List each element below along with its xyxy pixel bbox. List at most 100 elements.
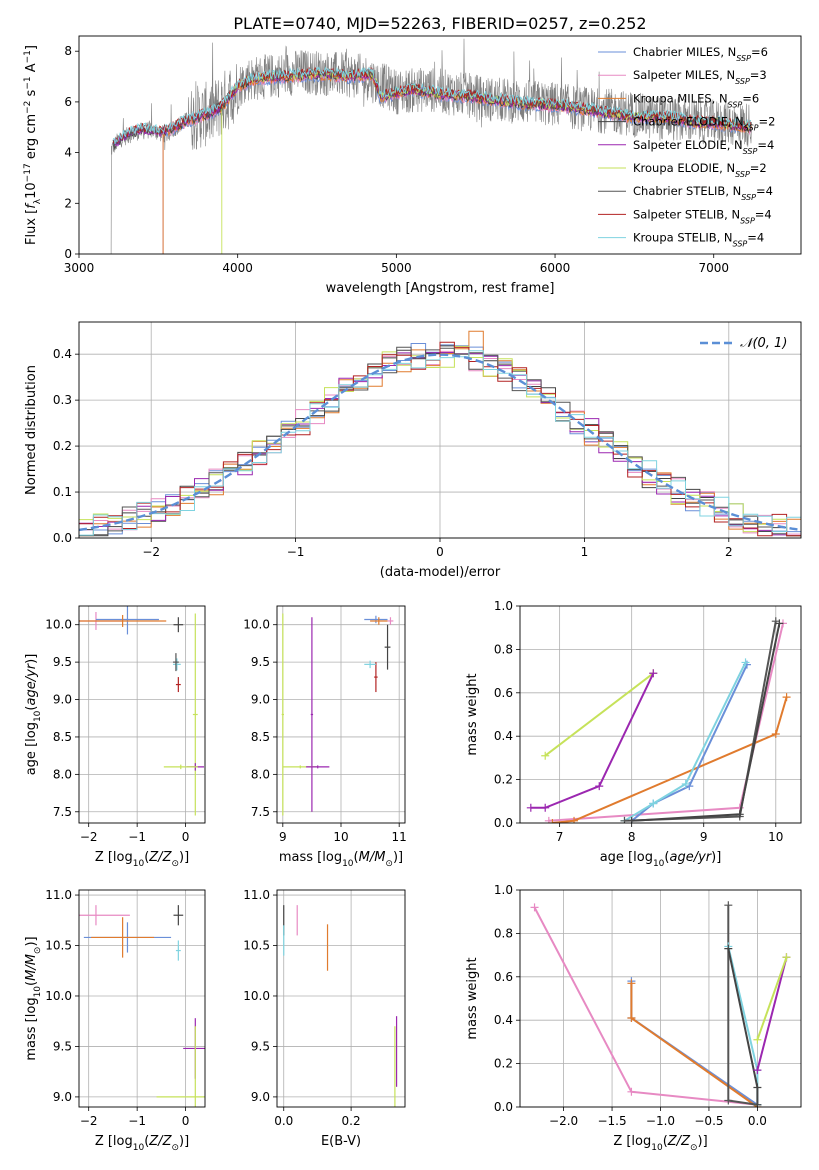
y-tick-label: 0.8 (494, 642, 513, 656)
weight-series-line (623, 661, 747, 822)
y-tick-label: 9.0 (53, 1090, 72, 1104)
weight-point-marker (541, 803, 550, 812)
weight-point-marker (627, 1014, 636, 1023)
x-axis-label: Z [log10(Z/Z⊙)] (95, 1134, 189, 1153)
y-tick-label: 9.0 (251, 1090, 270, 1104)
x-tick-label: −1 (128, 1114, 146, 1128)
x-tick-label: 9 (279, 830, 287, 844)
x-tick-label: 7 (556, 830, 564, 844)
legend-entry: Chabrier ELODIE, NSSP=2 (633, 115, 775, 133)
legend-entry: Kroupa STELIB, NSSP=4 (633, 231, 764, 249)
y-tick-label: 0.0 (494, 816, 513, 830)
weight-point-marker (735, 810, 744, 819)
x-axis-label: E(B-V) (321, 1134, 361, 1149)
spectrum-chart: 3000 4000 5000 6000 7000 0 2 4 6 8 wavelength [Ang… (23, 35, 802, 296)
y-tick-label: 4 (64, 146, 72, 160)
weight-point-marker (753, 1066, 762, 1075)
normal-curve (79, 353, 799, 532)
legend-entry: Chabrier STELIB, NSSP=4 (633, 184, 773, 202)
x-tick-label: 8 (628, 830, 636, 844)
y-tick-label: 0.2 (53, 439, 72, 453)
y-tick-label: 0.0 (53, 531, 72, 545)
axes-frame (78, 889, 206, 1108)
axes-frame (78, 605, 206, 824)
weight-series-line (530, 672, 655, 809)
weight-series-line (533, 906, 758, 1106)
y-tick-label: 8.0 (53, 767, 72, 781)
legend-entry: Salpeter ELODIE, NSSP=4 (633, 138, 774, 156)
y-tick-label: 11.0 (45, 888, 72, 902)
x-tick-label: 3000 (64, 261, 95, 275)
weight-point-marker (753, 1083, 762, 1092)
x-tick-label: 5000 (381, 261, 412, 275)
axes-frame (78, 35, 802, 255)
weight-point-marker (753, 1035, 762, 1044)
age_vs_mass-chart: 9 10 11 7.5 8.0 8.5 9.0 9.5 10.0 mass [log10(M/M⊙… (243, 605, 407, 869)
x-tick-label: −2.0 (549, 1114, 578, 1128)
weight-series-line (631, 664, 748, 822)
legend-entry: Salpeter MILES, NSSP=3 (633, 68, 767, 86)
weight-point-marker (544, 816, 553, 823)
x-tick-label: 10 (333, 830, 348, 844)
mass_vs_z-chart: −2 −1 0 9.0 9.5 10.0 10.5 11.0 Z [log10(Z/Z⊙)] ma… (24, 888, 206, 1153)
weight_vs_age-chart: 7 8 9 10 0.0 0.2 0.4 0.6 0.8 1.0 age [log10(age/yr… (465, 599, 802, 869)
y-tick-label: 8 (64, 44, 72, 58)
axes-frame (276, 889, 406, 1108)
residual-histogram (79, 341, 801, 537)
x-axis-label: Z [log10(Z/Z⊙)] (95, 850, 189, 869)
y-tick-label: 0.6 (494, 686, 513, 700)
weight-point-marker (620, 816, 629, 823)
y-axis-label: age [log10(age/yr)] (24, 654, 43, 776)
x-tick-label: 4000 (222, 261, 253, 275)
legend-entry: Salpeter STELIB, NSSP=4 (633, 207, 772, 225)
y-tick-label: 10.0 (243, 989, 270, 1003)
weight-series-line (756, 957, 788, 1071)
y-tick-label: 0.6 (494, 970, 513, 984)
y-tick-label: 8.0 (251, 767, 270, 781)
weight-series-line (727, 948, 759, 1105)
x-tick-label: 2 (725, 545, 733, 559)
weight-point-marker (627, 979, 636, 988)
x-tick-label: −2 (142, 545, 160, 559)
age_vs_z-chart: −2 −1 0 7.5 8.0 8.5 9.0 9.5 10.0 Z [log10(Z/Z⊙)] a… (24, 605, 206, 869)
x-tick-label: 11 (392, 830, 407, 844)
y-axis-label: Normed distribution (24, 365, 39, 495)
axes-frame (78, 321, 802, 539)
residuals-chart: −2 −1 0 1 2 0.0 0.1 0.2 0.3 0.4 (data-model)/error… (24, 321, 802, 580)
x-tick-label: 10 (768, 830, 783, 844)
axes-frame (519, 605, 802, 824)
page-title: PLATE=0740, MJD=52263, FIBERID=0257, z=0… (233, 14, 646, 33)
weight-point-marker (724, 944, 733, 953)
y-tick-label: 0.4 (494, 729, 513, 743)
axes-frame (519, 889, 802, 1108)
y-tick-label: 1.0 (494, 883, 513, 897)
y-tick-label: 6 (64, 95, 72, 109)
weight-point-marker (681, 779, 690, 788)
weight-point-marker (724, 901, 733, 910)
x-axis-label: wavelength [Angstrom, rest frame] (326, 281, 555, 296)
mass_vs_ebv-chart: 0.0 0.2 9.0 9.5 10.0 10.5 11.0 E(B-V) (243, 888, 406, 1149)
y-tick-label: 10.0 (243, 618, 270, 632)
y-tick-label: 0.4 (494, 1013, 513, 1027)
weight-series-line (756, 956, 788, 1041)
y-tick-label: 8.5 (251, 730, 270, 744)
model-spectrum-line (112, 66, 752, 144)
x-tick-label: −1.0 (646, 1114, 675, 1128)
x-tick-label: 6000 (540, 261, 571, 275)
y-tick-label: 2 (64, 196, 72, 210)
x-tick-label: 1 (581, 545, 589, 559)
weight-point-marker (627, 816, 636, 823)
x-tick-label: −1.5 (597, 1114, 626, 1128)
weight-point-marker (530, 903, 539, 912)
x-tick-label: 0.2 (342, 1114, 361, 1128)
weight-point-marker (724, 1096, 733, 1105)
y-tick-label: 1.0 (494, 599, 513, 613)
y-tick-label: 0.3 (53, 393, 72, 407)
x-tick-label: 7000 (698, 261, 729, 275)
spectrum-legend: Chabrier MILES, NSSP=6 Salpeter MILES, NS… (598, 45, 775, 248)
y-tick-label: 0.1 (53, 485, 72, 499)
weight-point-marker (649, 669, 658, 678)
legend-entry: Chabrier MILES, NSSP=6 (633, 45, 768, 63)
x-tick-label: −1 (128, 830, 146, 844)
